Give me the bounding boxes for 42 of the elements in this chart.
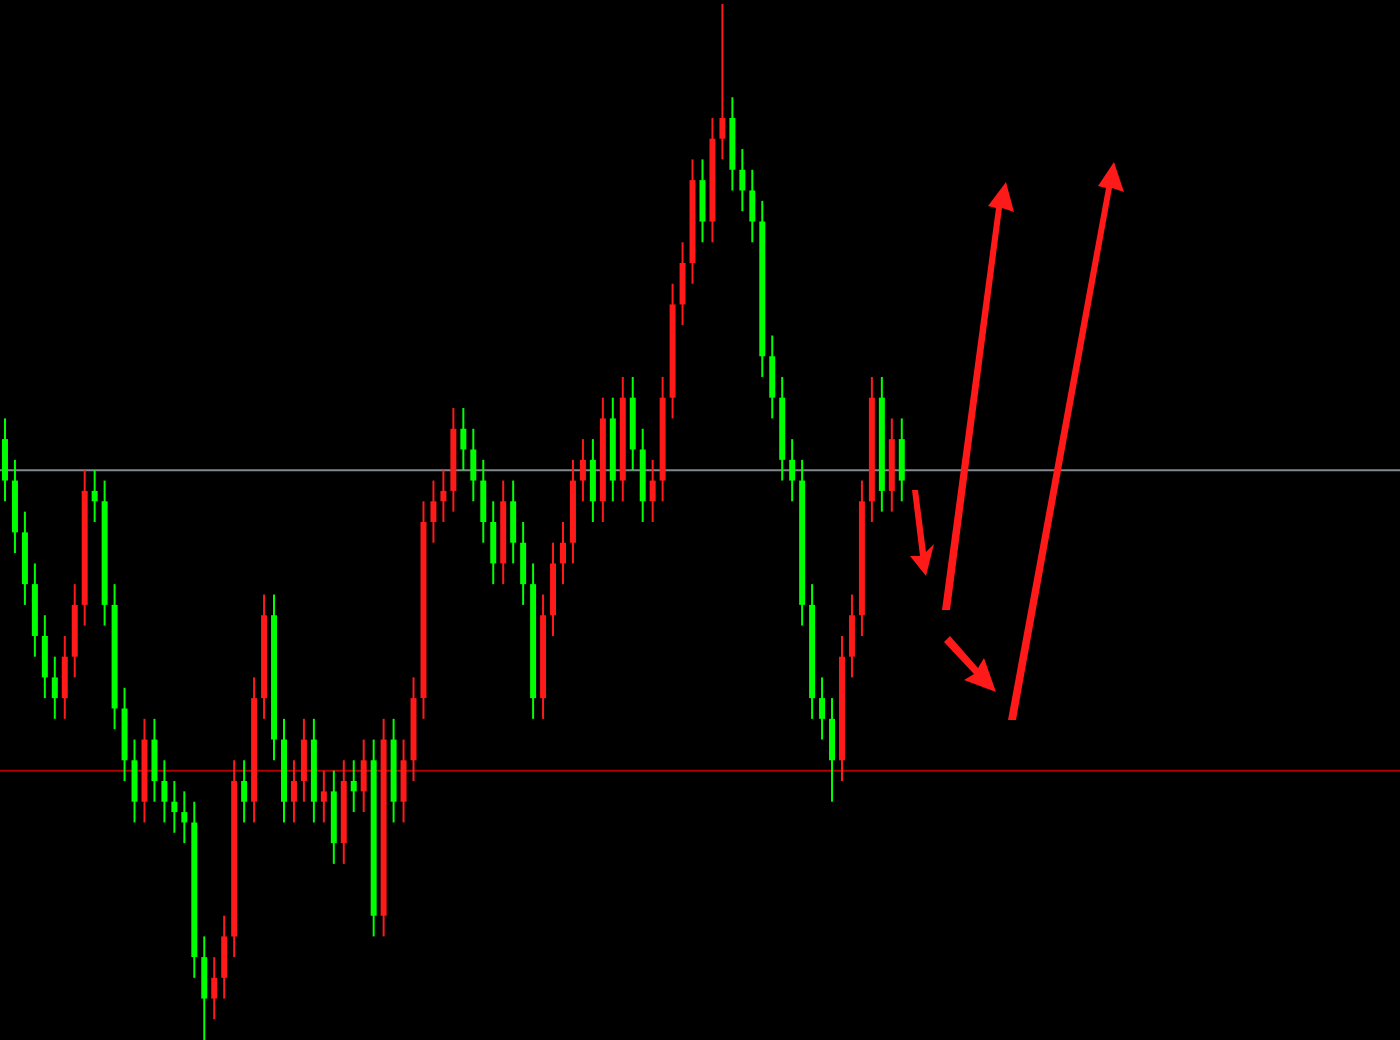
- candlestick: [589, 438, 596, 523]
- candlestick: [510, 479, 517, 565]
- candlestick: [51, 655, 58, 720]
- candlestick: [848, 593, 855, 679]
- candlestick: [300, 717, 307, 803]
- candlestick: [91, 469, 98, 523]
- candlestick: [61, 634, 68, 720]
- candlestick: [649, 458, 656, 523]
- candlestick: [171, 780, 178, 834]
- candlestick: [789, 438, 796, 503]
- candlestick: [679, 241, 686, 327]
- candlestick: [579, 438, 586, 503]
- candlestick: [829, 697, 836, 803]
- candlestick: [201, 935, 208, 1040]
- candlestick: [161, 759, 168, 824]
- candlestick: [430, 479, 437, 544]
- candlestick: [151, 717, 158, 803]
- candlestick: [819, 676, 826, 741]
- candlestick: [480, 458, 487, 544]
- candlestick: [181, 790, 188, 845]
- candlestick: [560, 521, 566, 586]
- candlestick: [360, 738, 367, 814]
- candlestick: [241, 759, 248, 824]
- candlestick: [490, 500, 497, 586]
- candlestick: [41, 614, 48, 700]
- candlestick: [460, 407, 467, 472]
- candlestick: [320, 769, 327, 824]
- candlestick: [520, 521, 527, 606]
- candlestick: [350, 759, 357, 814]
- candlestick: [440, 469, 447, 523]
- candlestick: [898, 417, 905, 503]
- candlestick: [470, 427, 477, 503]
- candlestick: [719, 3, 726, 161]
- candlestick: [1, 417, 8, 503]
- candlestick: [769, 334, 776, 420]
- candlestick: [211, 956, 218, 1021]
- candlestick: [739, 148, 746, 213]
- candlestick: [400, 738, 407, 824]
- candlestick: [749, 168, 756, 244]
- candlestick: [131, 738, 138, 824]
- candlestick: [290, 759, 297, 824]
- candlestick: [221, 914, 228, 1000]
